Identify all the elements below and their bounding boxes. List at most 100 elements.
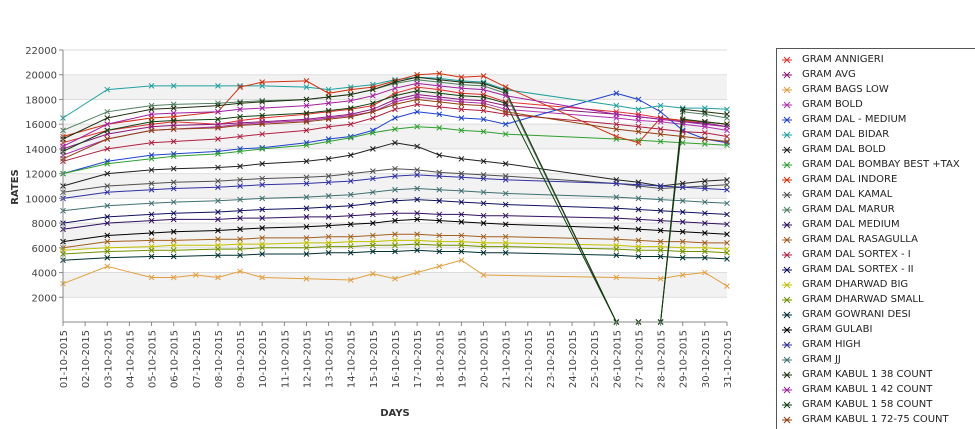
legend-label: GRAM BAGS LOW [802, 84, 889, 95]
data-point [370, 211, 376, 218]
data-point [347, 121, 354, 128]
series-gram-high [60, 172, 730, 202]
data-point [657, 253, 664, 260]
data-point [259, 251, 266, 257]
data-point [347, 212, 354, 219]
data-point [613, 111, 620, 118]
data-point [347, 233, 354, 240]
data-point [613, 90, 620, 97]
data-point [724, 231, 730, 238]
data-point [502, 92, 509, 99]
data-point [370, 92, 376, 99]
data-point [414, 71, 420, 78]
data-point [392, 101, 398, 108]
x-tick-label: 02-10-2015 [81, 330, 92, 388]
data-point [724, 181, 730, 188]
legend-label: GRAM KABUL 1 72-75 COUNT [802, 414, 949, 425]
data-point [392, 231, 398, 238]
data-point [635, 216, 642, 223]
data-point [148, 217, 155, 224]
y-tick-label: 8000 [32, 219, 57, 230]
x-tick-label: 28-10-2015 [657, 330, 668, 388]
legend-item: GRAM KABUL 1 42 COUNT [777, 382, 932, 397]
data-point [480, 212, 487, 219]
data-point [370, 200, 376, 207]
data-point [392, 242, 398, 249]
data-point [414, 269, 420, 276]
data-point [635, 96, 642, 103]
legend-label: GRAM GULABI [802, 324, 873, 335]
data-point [458, 101, 465, 108]
data-point [724, 200, 730, 207]
data-point [458, 248, 465, 255]
x-tick-label: 18-10-2015 [435, 330, 446, 388]
data-point [657, 102, 664, 109]
data-point [613, 274, 620, 281]
data-point [259, 181, 266, 188]
data-point [480, 80, 487, 87]
x-tick-label: 22-10-2015 [524, 330, 535, 388]
legend-swatch [782, 250, 792, 260]
data-point [104, 189, 111, 196]
data-point [259, 105, 266, 111]
legend-item: GRAM BAGS LOW [777, 82, 889, 97]
x-tick-label: 04-10-2015 [125, 330, 136, 388]
data-point [148, 127, 155, 134]
data-point [724, 240, 730, 246]
data-point [347, 152, 354, 158]
data-point [635, 181, 642, 188]
data-point [702, 248, 708, 255]
data-point [635, 123, 642, 130]
data-point [679, 133, 686, 140]
data-point [259, 225, 266, 231]
data-point [237, 268, 243, 275]
legend-swatch [782, 160, 792, 170]
data-point [392, 275, 398, 282]
data-point [724, 133, 730, 140]
legend-label: GRAM DAL BOLD [802, 144, 886, 155]
data-point [148, 253, 155, 260]
data-point [148, 200, 155, 207]
data-point [414, 108, 420, 115]
y-axis-title: RATES [10, 169, 21, 205]
data-point [259, 206, 266, 213]
legend-label: GRAM DAL SORTEX - I [802, 249, 911, 260]
data-point [370, 108, 376, 115]
data-point [237, 148, 243, 155]
y-axis: 2000 4000 6000 8000 10000 12000 14000 16000 1800… [25, 46, 64, 322]
data-point [724, 106, 730, 113]
data-point [679, 248, 686, 255]
data-point [104, 146, 111, 152]
data-point [104, 254, 111, 261]
data-point [148, 180, 155, 187]
data-point [325, 100, 332, 107]
data-point [480, 94, 487, 100]
data-point [635, 128, 642, 135]
y-tick-label: 20000 [25, 71, 57, 82]
data-point [347, 170, 354, 177]
y-tick-label: 12000 [25, 170, 57, 181]
data-point [370, 86, 376, 93]
legend-item: GRAM GOWRANI DESI [777, 307, 911, 322]
data-point [657, 217, 664, 224]
data-point [325, 249, 332, 256]
data-point [370, 175, 376, 182]
legend-item: GRAM DAL BIDAR [777, 127, 889, 142]
data-point [170, 138, 177, 145]
data-point [702, 118, 708, 125]
legend-item: GRAM DAL MEDIUM [777, 217, 900, 232]
data-point [480, 220, 487, 226]
plot-band [63, 272, 727, 298]
data-point [502, 176, 509, 183]
data-point [436, 217, 443, 224]
data-point [370, 232, 376, 239]
data-point [724, 111, 730, 118]
data-point [392, 210, 398, 217]
data-point [370, 146, 376, 152]
data-point [237, 252, 243, 259]
data-point [237, 83, 243, 89]
data-point [215, 151, 221, 157]
data-point [347, 178, 354, 184]
legend-label: GRAM DAL MEDIUM [802, 219, 900, 230]
legend-label: GRAM HIGH [802, 339, 861, 350]
